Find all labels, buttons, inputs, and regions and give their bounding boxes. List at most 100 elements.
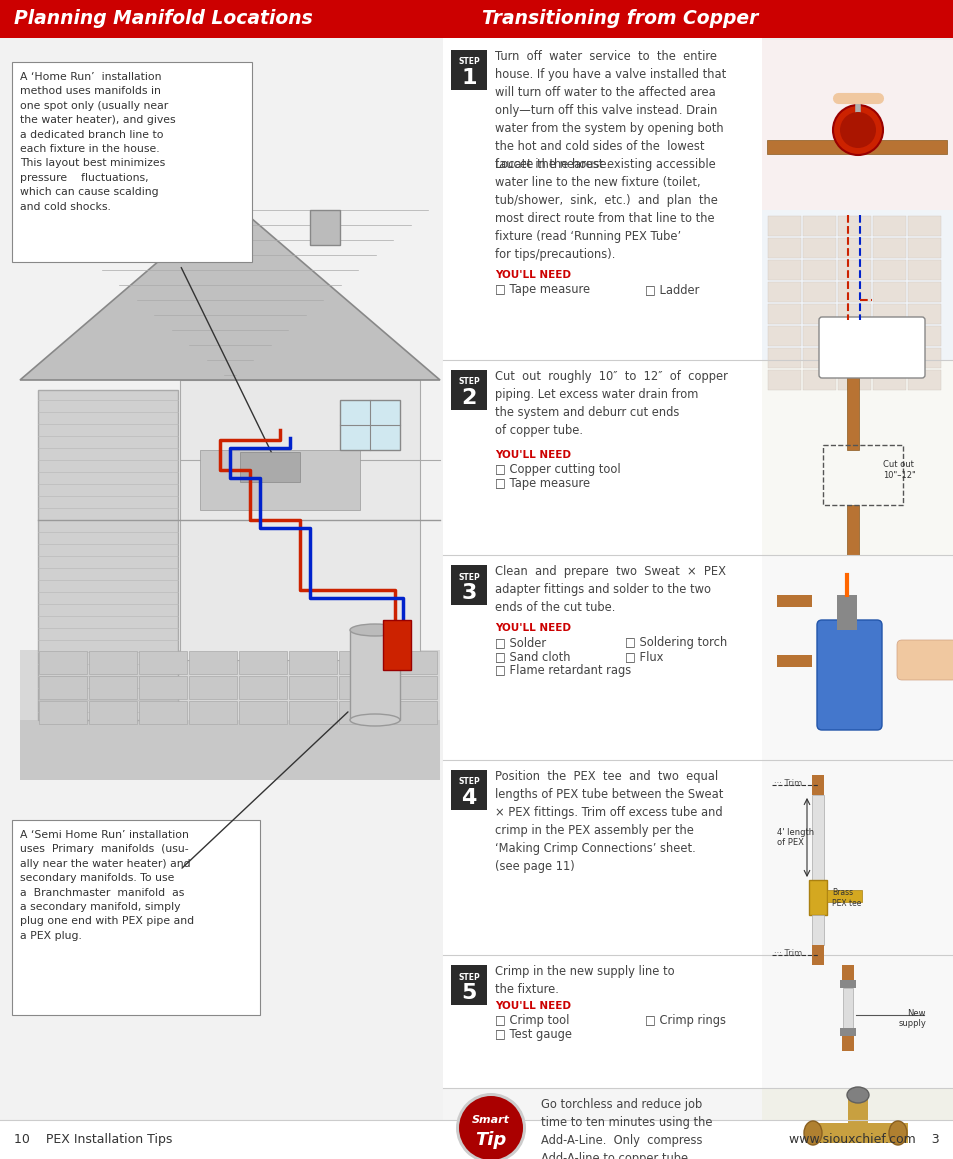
- Text: 4: 4: [461, 788, 476, 808]
- Bar: [872, 282, 905, 302]
- Bar: [289, 701, 336, 724]
- Text: Transitioning from Copper: Transitioning from Copper: [481, 9, 758, 29]
- Ellipse shape: [458, 1096, 522, 1159]
- Text: Tip: Tip: [475, 1131, 506, 1149]
- Bar: [907, 260, 940, 280]
- Bar: [846, 505, 858, 555]
- Bar: [872, 348, 905, 369]
- Bar: [802, 348, 835, 369]
- Bar: [38, 389, 178, 720]
- Bar: [846, 370, 858, 450]
- Text: Brass
PEX tee: Brass PEX tee: [831, 888, 861, 907]
- Text: □ Tape measure: □ Tape measure: [495, 283, 590, 296]
- Bar: [20, 650, 439, 780]
- Text: Position  the  PEX  tee  and  two  equal
lengths of PEX tube between the Sweat
×: Position the PEX tee and two equal lengt…: [495, 770, 722, 873]
- Text: Cut out
10"–12": Cut out 10"–12": [882, 460, 915, 480]
- Text: □ Soldering torch: □ Soldering torch: [624, 636, 726, 649]
- Text: A ‘Home Run’  installation
method uses manifolds in
one spot only (usually near
: A ‘Home Run’ installation method uses ma…: [20, 72, 175, 212]
- Text: □ Test gauge: □ Test gauge: [495, 1028, 572, 1041]
- Bar: [837, 282, 870, 302]
- Bar: [12, 821, 260, 1015]
- Bar: [39, 701, 87, 724]
- Bar: [841, 1036, 853, 1051]
- Text: □ Solder: □ Solder: [495, 636, 545, 649]
- Text: A ‘Semi Home Run’ installation
uses  Primary  manifolds  (usu-
ally near the wat: A ‘Semi Home Run’ installation uses Prim…: [20, 830, 193, 941]
- Bar: [389, 701, 436, 724]
- Bar: [20, 720, 439, 780]
- Bar: [807, 1123, 907, 1143]
- Bar: [451, 564, 486, 605]
- Bar: [907, 348, 940, 369]
- Bar: [907, 238, 940, 258]
- Text: Turn  off  water  service  to  the  entire
house. If you have a valve installed : Turn off water service to the entire hou…: [495, 50, 725, 172]
- Text: Cut  out  roughly  10″  to  12″  of  copper
piping. Let excess water drain from
: Cut out roughly 10″ to 12″ of copper pip…: [495, 370, 727, 437]
- Bar: [139, 676, 187, 699]
- Text: □ Crimp rings: □ Crimp rings: [644, 1014, 725, 1027]
- Text: ··· Trim: ··· Trim: [773, 948, 801, 957]
- Bar: [0, 38, 442, 1120]
- Bar: [907, 304, 940, 325]
- Ellipse shape: [803, 1121, 821, 1145]
- Bar: [836, 595, 856, 630]
- Bar: [776, 595, 811, 607]
- FancyBboxPatch shape: [896, 640, 953, 680]
- Text: ··· Trim: ··· Trim: [773, 779, 801, 787]
- Bar: [451, 370, 486, 410]
- Bar: [822, 445, 902, 505]
- Bar: [802, 260, 835, 280]
- Bar: [89, 701, 137, 724]
- Bar: [766, 140, 946, 154]
- Polygon shape: [20, 201, 439, 380]
- Bar: [289, 676, 336, 699]
- Bar: [451, 965, 486, 1005]
- Bar: [239, 676, 287, 699]
- Bar: [841, 965, 853, 981]
- Bar: [826, 890, 862, 902]
- Bar: [840, 1028, 855, 1036]
- Bar: [139, 651, 187, 675]
- Bar: [189, 676, 236, 699]
- Bar: [802, 238, 835, 258]
- Text: 4' length
of PEX: 4' length of PEX: [776, 828, 813, 847]
- Bar: [39, 676, 87, 699]
- Polygon shape: [310, 210, 339, 245]
- Bar: [811, 795, 823, 880]
- Bar: [189, 701, 236, 724]
- Bar: [802, 370, 835, 389]
- Bar: [289, 651, 336, 675]
- Text: YOU'LL NEED: YOU'LL NEED: [495, 624, 571, 633]
- Bar: [802, 326, 835, 347]
- Text: □ Copper cutting tool: □ Copper cutting tool: [495, 462, 620, 476]
- Text: □ Sand cloth: □ Sand cloth: [495, 650, 570, 663]
- Bar: [89, 676, 137, 699]
- Bar: [811, 775, 823, 795]
- Bar: [907, 326, 940, 347]
- Bar: [872, 304, 905, 325]
- Text: 1: 1: [460, 68, 476, 88]
- Text: YOU'LL NEED: YOU'LL NEED: [495, 270, 571, 280]
- Bar: [907, 282, 940, 302]
- Text: STEP: STEP: [457, 378, 479, 386]
- Bar: [761, 955, 953, 1088]
- Bar: [451, 50, 486, 90]
- Bar: [761, 210, 953, 395]
- Ellipse shape: [888, 1121, 906, 1145]
- Bar: [338, 701, 387, 724]
- Bar: [837, 304, 870, 325]
- Bar: [776, 655, 811, 666]
- Text: Smart: Smart: [472, 1115, 510, 1125]
- Bar: [382, 620, 411, 670]
- Bar: [767, 216, 801, 236]
- Bar: [837, 216, 870, 236]
- Bar: [761, 38, 953, 1120]
- Text: □ Ladder: □ Ladder: [644, 283, 699, 296]
- Bar: [338, 651, 387, 675]
- FancyBboxPatch shape: [816, 620, 882, 730]
- Text: 2: 2: [461, 388, 476, 408]
- Bar: [802, 304, 835, 325]
- Bar: [802, 216, 835, 236]
- Bar: [139, 701, 187, 724]
- Text: □ Flame retardant rags: □ Flame retardant rags: [495, 664, 631, 677]
- Bar: [761, 41, 953, 210]
- Bar: [442, 1088, 761, 1120]
